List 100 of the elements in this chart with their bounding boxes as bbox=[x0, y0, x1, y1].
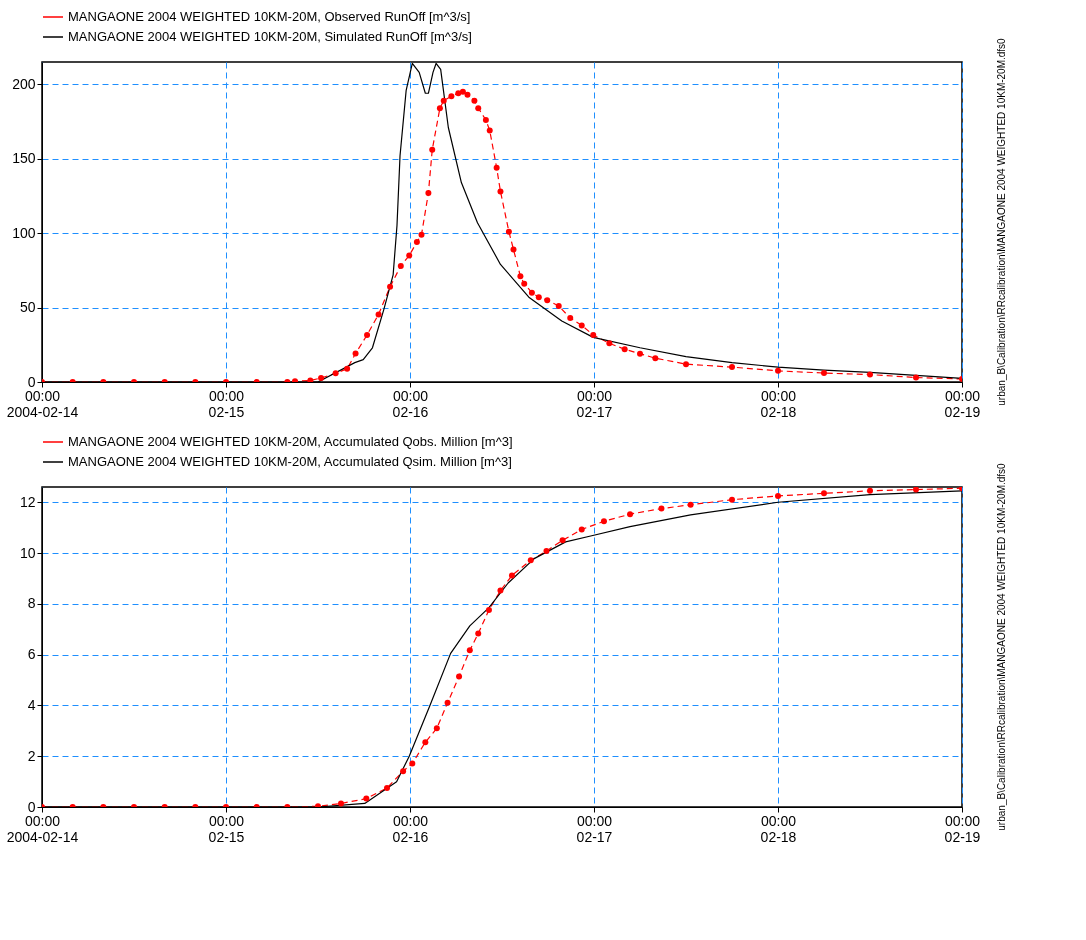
y-tick-label: 0 bbox=[27, 798, 36, 815]
x-tick-label: 00:00 2004-02-14 bbox=[6, 387, 79, 420]
point bbox=[559, 537, 566, 544]
point bbox=[413, 239, 420, 246]
point bbox=[775, 367, 781, 374]
point bbox=[482, 117, 489, 124]
y-tick-label: 10 bbox=[19, 544, 36, 561]
point bbox=[422, 739, 429, 746]
point bbox=[466, 647, 473, 654]
text: urban_B\Calibration\RRcalibration\MANGAONE 2004 WEIGHTED 10KM-20M.dfs0 bbox=[996, 37, 1007, 406]
point bbox=[600, 518, 607, 525]
point bbox=[485, 606, 492, 613]
point bbox=[913, 374, 919, 381]
point bbox=[444, 699, 451, 706]
point bbox=[517, 273, 524, 280]
point bbox=[307, 377, 314, 382]
point bbox=[821, 490, 827, 497]
y-tick-label: 4 bbox=[27, 696, 36, 713]
point bbox=[544, 297, 551, 304]
y-tick-label: 8 bbox=[27, 595, 36, 612]
x-tick-label: 00:00 02-17 bbox=[576, 812, 613, 845]
x-tick-label: 00:00 02-15 bbox=[208, 812, 245, 845]
point bbox=[543, 548, 550, 554]
point bbox=[363, 795, 370, 802]
point bbox=[729, 364, 735, 371]
point bbox=[338, 800, 344, 807]
point bbox=[578, 526, 585, 533]
point bbox=[683, 361, 689, 368]
point bbox=[497, 587, 504, 594]
point bbox=[332, 370, 339, 377]
x-tick-label: 00:00 02-16 bbox=[392, 812, 429, 845]
point bbox=[344, 365, 351, 372]
point bbox=[687, 501, 694, 508]
point bbox=[652, 355, 659, 362]
text: urban_B\Calibration\RRcalibration\MANGAONE 2004 WEIGHTED 10KM-20M.dfs0 bbox=[996, 462, 1007, 831]
point bbox=[429, 146, 436, 153]
point bbox=[364, 331, 371, 338]
point bbox=[658, 505, 665, 512]
point bbox=[567, 315, 574, 321]
legend-label: MANGAONE 2004 WEIGHTED 10KM-20M, Accumulated Qobs. Million [m^3] bbox=[68, 434, 513, 449]
point bbox=[527, 557, 534, 564]
x-tick-label: 00:00 02-19 bbox=[944, 812, 981, 845]
point bbox=[627, 511, 634, 518]
point bbox=[528, 289, 535, 296]
point bbox=[409, 760, 416, 767]
y-tick-label: 150 bbox=[12, 150, 36, 167]
point bbox=[292, 378, 298, 382]
point bbox=[455, 90, 462, 97]
x-tick-label: 00:00 02-15 bbox=[208, 387, 245, 420]
point bbox=[555, 303, 562, 310]
x-tick-label: 00:00 02-16 bbox=[392, 387, 429, 420]
point bbox=[497, 188, 504, 195]
x-tick-label: 00:00 02-17 bbox=[576, 387, 613, 420]
point bbox=[606, 340, 613, 347]
y-tick-label: 12 bbox=[19, 493, 36, 510]
point bbox=[400, 768, 407, 775]
point bbox=[775, 492, 781, 499]
point bbox=[867, 487, 873, 494]
point bbox=[508, 572, 515, 579]
point bbox=[486, 127, 493, 134]
point bbox=[456, 673, 463, 680]
point bbox=[578, 322, 585, 329]
y-tick-label: 0 bbox=[27, 373, 36, 390]
point bbox=[821, 370, 827, 377]
point bbox=[459, 88, 466, 95]
x-tick-label: 00:00 2004-02-14 bbox=[6, 812, 79, 845]
point bbox=[384, 784, 390, 791]
y-tick-label: 50 bbox=[19, 299, 36, 316]
legend-label: MANGAONE 2004 WEIGHTED 10KM-20M, Simulated RunOff [m^3/s] bbox=[68, 29, 472, 44]
y-tick-label: 100 bbox=[12, 224, 36, 241]
point bbox=[352, 350, 359, 357]
point bbox=[425, 189, 432, 196]
x-tick-label: 00:00 02-18 bbox=[760, 812, 797, 845]
point bbox=[433, 725, 440, 732]
point bbox=[436, 105, 443, 112]
point bbox=[590, 331, 597, 338]
point bbox=[418, 231, 425, 238]
y-tick-label: 200 bbox=[12, 75, 36, 92]
point bbox=[318, 374, 325, 381]
point bbox=[867, 371, 873, 378]
point bbox=[637, 350, 643, 357]
legend-label: MANGAONE 2004 WEIGHTED 10KM-20M, Observed RunOff [m^3/s] bbox=[68, 9, 471, 24]
point bbox=[475, 630, 482, 637]
point bbox=[464, 91, 471, 98]
point bbox=[621, 346, 628, 353]
point bbox=[406, 252, 413, 259]
point bbox=[510, 246, 517, 253]
point bbox=[448, 93, 455, 100]
point bbox=[375, 311, 382, 318]
legend-label: MANGAONE 2004 WEIGHTED 10KM-20M, Accumulated Qsim. Million [m^3] bbox=[68, 454, 512, 469]
point bbox=[535, 294, 542, 301]
x-tick-label: 00:00 02-18 bbox=[760, 387, 797, 420]
point bbox=[397, 262, 404, 269]
point bbox=[440, 97, 447, 104]
point bbox=[729, 496, 735, 503]
x-tick-label: 00:00 02-19 bbox=[944, 387, 981, 420]
y-tick-label: 6 bbox=[27, 646, 36, 663]
y-tick-label: 2 bbox=[27, 747, 36, 764]
point bbox=[521, 280, 528, 287]
point bbox=[493, 164, 500, 171]
